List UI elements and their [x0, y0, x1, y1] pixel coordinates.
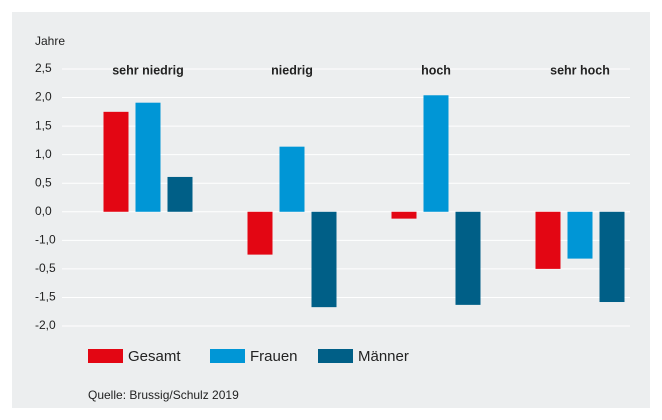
y-tick-label: -0,5: [35, 261, 56, 275]
bar: [103, 111, 129, 212]
bar: [391, 211, 417, 219]
category-label: niedrig: [271, 63, 313, 77]
y-tick-label: -1,0: [35, 233, 56, 247]
y-tick-label: 0,0: [35, 204, 52, 218]
y-tick-label: 2,0: [35, 90, 52, 104]
y-tick-label: -1,5: [35, 290, 56, 304]
bar: [535, 211, 561, 269]
bar: [247, 211, 273, 255]
y-tick-label: 2,5: [35, 61, 52, 75]
bar: [455, 211, 481, 305]
legend-swatch: [210, 349, 245, 363]
source: Quelle: Brussig/Schulz 2019: [88, 388, 239, 402]
y-tick-label: 1,0: [35, 147, 52, 161]
y-tick-label: 0,5: [35, 175, 52, 189]
y-tick-label: 1,5: [35, 118, 52, 132]
bar: [311, 211, 337, 308]
category-label: hoch: [421, 63, 451, 77]
bar: [135, 102, 161, 212]
bar: [279, 146, 305, 212]
legend-label: Männer: [358, 348, 409, 365]
bar: [567, 211, 593, 259]
legend-label: Gesamt: [128, 348, 181, 365]
legend-label: Frauen: [250, 348, 298, 365]
legend-swatch: [88, 349, 123, 363]
category-label: sehr hoch: [550, 63, 610, 77]
legend-swatch: [318, 349, 353, 363]
bar: [599, 211, 625, 303]
bar: [423, 95, 449, 212]
category-label: sehr niedrig: [112, 63, 184, 77]
y-tick-label: -2,0: [35, 318, 56, 332]
bar: [167, 176, 193, 212]
y-axis-label: Jahre: [35, 34, 65, 48]
